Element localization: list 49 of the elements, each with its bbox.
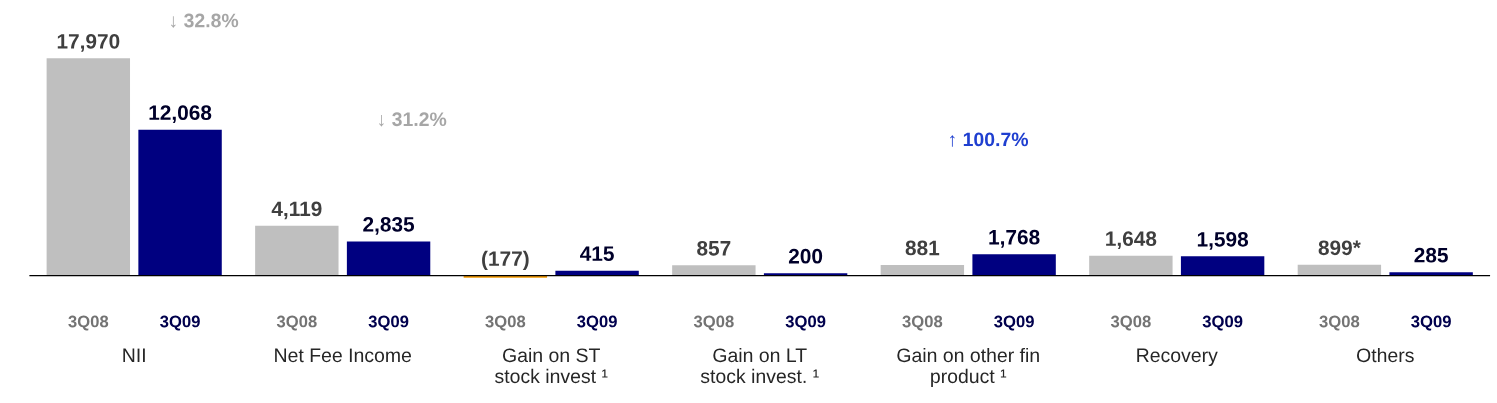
bar [1089,255,1173,276]
data-label: 2,835 [363,216,415,235]
data-label: 1,648 [1106,231,1157,250]
data-label: 4,119 [271,201,322,220]
data-label: 415 [580,246,614,261]
data-label: 285 [1414,247,1448,263]
text: 3Q09 [1411,315,1451,331]
data-label: 1,768 [989,229,1040,248]
bar [880,265,965,276]
text: 3Q08 [485,315,526,331]
text: 3Q08 [1319,315,1360,331]
bar [1180,256,1265,276]
bar [46,58,131,276]
x-tick-label: Gain on ST stock invest ¹ [495,347,608,384]
bar [255,225,339,276]
x-tick-label: Gain on other fin product ¹ [897,347,1039,387]
text: 3Q08 [693,315,734,331]
data-label: 899* [1318,240,1361,256]
data-label: 17,970 [57,33,120,52]
text: 3Q09 [785,315,826,331]
data-label: 857 [697,240,731,256]
bar [463,275,548,278]
bar [972,254,1056,276]
text: 3Q09 [368,315,409,331]
x-tick-label: Gain on LT stock invest. ¹ [700,347,819,384]
bar [672,265,756,276]
bar [346,241,431,276]
data-label: (177) [482,250,529,271]
x-tick-label: Net Fee Income [275,348,412,363]
x-tick-label: Others [1357,347,1414,363]
annotation: ↓ 31.2% [379,112,447,127]
annotation: ↑ 100.7% [950,132,1029,147]
data-label: 881 [905,240,940,256]
text: 3Q08 [68,315,109,331]
text: 3Q08 [276,315,317,331]
data-label: 1,598 [1197,231,1249,250]
x-tick-label: Recovery [1137,348,1218,367]
text: 3Q09 [1202,315,1243,331]
text: 3Q09 [577,315,617,331]
text: 3Q09 [994,315,1034,331]
text: ↓ 32.8% [171,13,239,28]
text: 3Q09 [160,315,200,331]
text: 3Q08 [902,315,943,331]
text: 3Q08 [1110,315,1151,331]
data-label: 200 [788,248,823,264]
x-tick-label: NII [123,348,145,362]
bar [1297,264,1382,276]
bar [138,129,222,276]
data-label: 12,068 [149,105,212,124]
